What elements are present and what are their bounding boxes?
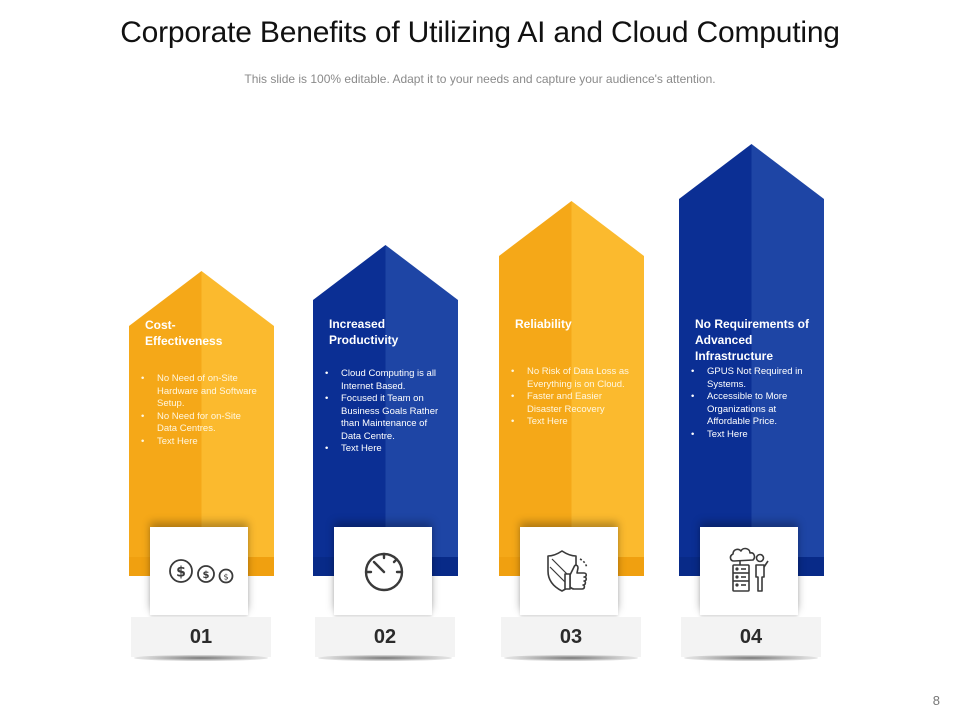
card-shadow-4 xyxy=(684,655,818,661)
benefit-card-3: Reliability No Risk of Data Loss as Ever… xyxy=(499,0,647,720)
shield-thumbs-up-icon xyxy=(547,550,588,592)
card-shadow-3 xyxy=(504,655,638,661)
bullet-item: Focused it Team on Business Goals Rather… xyxy=(323,393,445,443)
svg-text:$: $ xyxy=(176,565,186,581)
svg-text:$: $ xyxy=(203,570,210,581)
benefit-card-4: No Requirements of Advanced Infrastructu… xyxy=(679,0,827,720)
bullet-item: No Risk of Data Loss as Everything is on… xyxy=(509,366,631,391)
bullet-list-4: GPUS Not Required in Systems. Accessible… xyxy=(689,366,811,441)
bullet-item: Text Here xyxy=(509,416,631,429)
icon-box-4 xyxy=(700,527,798,615)
bullet-item: Faster and Easier Disaster Recovery xyxy=(509,391,631,416)
bullet-item: Cloud Computing is all Internet Based. xyxy=(323,368,445,393)
benefit-card-2: Increased Productivity Cloud Computing i… xyxy=(313,0,461,720)
cloud-server-person-icon xyxy=(729,547,769,592)
bullet-item: No Need for on-Site Data Centres. xyxy=(139,411,261,436)
card-number-1: 01 xyxy=(131,617,271,657)
arrow-shape-4 xyxy=(679,144,824,576)
bullet-item: No Need of on-Site Hardware and Software… xyxy=(139,373,261,411)
card-number-3: 03 xyxy=(501,617,641,657)
bullet-list-3: No Risk of Data Loss as Everything is on… xyxy=(509,366,631,429)
card-title-3: Reliability xyxy=(515,317,572,331)
card-number-2: 02 xyxy=(315,617,455,657)
bullet-item: GPUS Not Required in Systems. xyxy=(689,366,811,391)
page-number: 8 xyxy=(932,693,940,708)
bullet-list-1: No Need of on-Site Hardware and Software… xyxy=(139,373,261,448)
bullet-item: Text Here xyxy=(689,429,811,442)
card-title-2: Increased Productivity xyxy=(329,317,399,347)
benefit-card-1: Cost- Effectiveness No Need of on-Site H… xyxy=(129,0,277,720)
bullet-item: Text Here xyxy=(139,436,261,449)
card-title-1: Cost- Effectiveness xyxy=(145,318,223,348)
card-shadow-2 xyxy=(318,655,452,661)
icon-box-3 xyxy=(520,527,618,615)
svg-text:$: $ xyxy=(223,573,228,582)
icon-box-2 xyxy=(334,527,432,615)
card-title-4: No Requirements of Advanced Infrastructu… xyxy=(695,317,810,363)
icon-box-1: $ $ $ xyxy=(150,527,248,615)
bullet-item: Text Here xyxy=(323,443,445,456)
bullet-list-2: Cloud Computing is all Internet Based. F… xyxy=(323,368,445,456)
slide-title: Corporate Benefits of Utilizing AI and C… xyxy=(120,16,840,49)
card-number-4: 04 xyxy=(681,617,821,657)
dollar-coins-icon: $ $ $ xyxy=(169,559,234,584)
bullet-item: Accessible to More Organizations at Affo… xyxy=(689,391,811,429)
slide-subtitle: This slide is 100% editable. Adapt it to… xyxy=(244,72,716,86)
card-shadow-1 xyxy=(134,655,268,661)
speedometer-icon xyxy=(364,552,404,592)
